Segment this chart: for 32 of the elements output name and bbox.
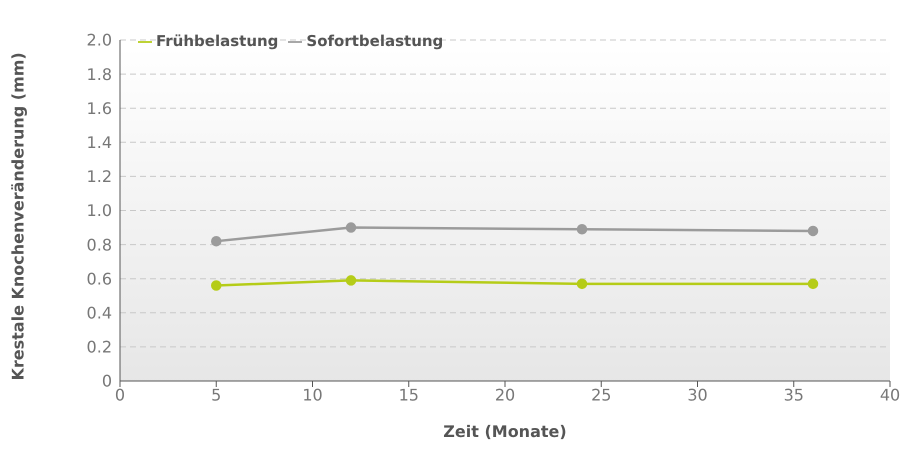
point <box>346 275 356 286</box>
x-axis-title: Zeit (Monate) <box>443 422 567 441</box>
y-tick-label: 1.8 <box>86 64 112 84</box>
x-tick-label: 30 <box>687 385 708 404</box>
y-tick-label: 0.2 <box>86 338 112 357</box>
point <box>211 236 222 246</box>
point <box>576 278 588 290</box>
point <box>808 226 818 236</box>
x-tick-label: 5 <box>211 385 222 404</box>
point <box>211 280 222 291</box>
x-tick-label: 20 <box>494 385 516 404</box>
x-tick-label: 40 <box>880 385 900 404</box>
y-tick-label: 0.4 <box>86 303 112 322</box>
legend-label: Sofortbelastung <box>306 32 444 50</box>
y-tick-label: 0 <box>102 372 112 391</box>
point <box>346 222 356 233</box>
x-tick-label: 15 <box>398 385 419 404</box>
y-tick-label: 1.6 <box>86 98 112 118</box>
y-axis-title: Krestale Knochenveränderung (mm) <box>8 52 28 380</box>
x-tick-label: 35 <box>784 385 804 404</box>
x-tick-label: 0 <box>114 385 126 404</box>
y-tick-label: 2.0 <box>86 30 112 50</box>
legend-label: Frühbelastung <box>156 32 278 50</box>
y-tick-label: 1.0 <box>86 201 112 220</box>
y-tick-label: 1.4 <box>86 132 112 152</box>
x-tick-label: 10 <box>302 385 323 404</box>
point <box>576 224 588 235</box>
y-tick-label: 0.8 <box>86 235 112 254</box>
y-tick-label: 1.2 <box>86 167 112 186</box>
x-tick-label: 25 <box>591 385 612 404</box>
y-tick-label: 0.6 <box>86 269 112 288</box>
point <box>808 278 818 290</box>
